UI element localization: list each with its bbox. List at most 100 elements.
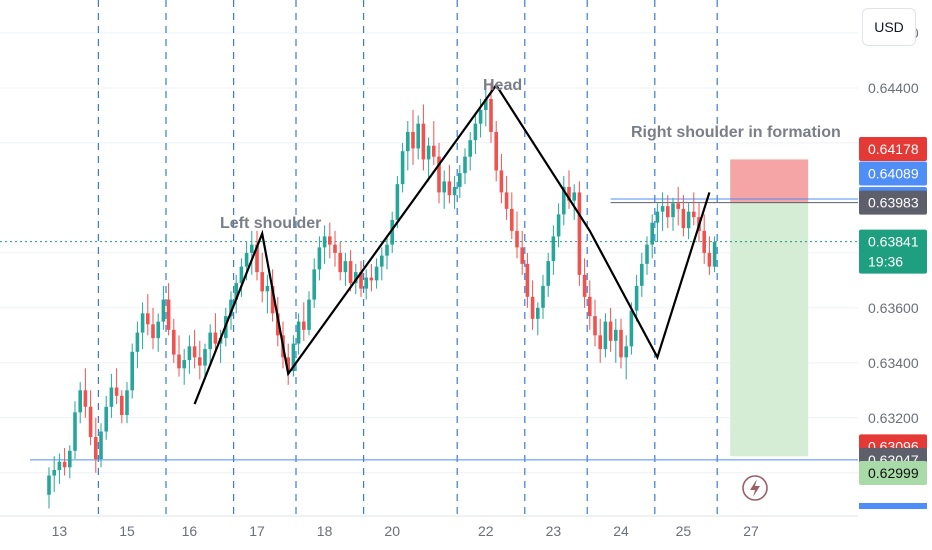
candle [712,241,717,267]
candle [603,321,608,350]
candle [692,211,696,218]
candle [634,285,639,311]
candle [47,475,51,495]
candle [666,206,670,218]
candle [234,283,238,300]
candle [146,313,150,325]
candle [276,313,280,336]
price-badge [859,136,927,161]
time-axis-tick: 25 [676,523,692,539]
candle [411,131,415,149]
candle [702,230,706,253]
candle [385,244,389,256]
candle [530,296,535,319]
candle [135,332,140,352]
candle [182,360,186,369]
price-badge-label: 0.63841 [868,234,919,250]
price-axis-tick: 0.63400 [868,355,919,371]
candle [421,123,426,160]
candle [338,252,342,273]
candle [187,346,192,361]
candle [655,211,660,223]
candle [380,255,384,267]
candle [660,206,665,212]
candle [624,346,628,358]
candle [426,145,431,160]
candle [229,299,233,317]
candle [296,321,301,344]
candle [515,230,519,248]
candle [593,316,597,336]
candle [608,321,613,341]
candle [203,349,207,366]
candle [629,310,634,347]
candle [650,222,654,245]
candle [354,272,358,284]
time-axis-tick: 13 [52,523,68,539]
candle [265,285,270,292]
time-axis-tick: 15 [119,523,135,539]
candle [68,450,72,468]
candle [494,131,498,171]
candle [166,299,171,330]
candle [120,395,124,416]
price-badge [859,461,927,486]
candle [348,261,353,284]
stop-loss-zone [730,159,809,203]
candle [177,354,181,369]
price-badge-label: 0.62999 [868,465,919,481]
candle [125,390,129,416]
lightning-icon-glyph [750,479,760,497]
candle [140,313,145,333]
candle [83,390,88,407]
candle [562,186,566,215]
candle [255,244,259,273]
left-shoulder-label: Left shoulder [220,215,321,232]
price-axis-tick: 0.64400 [868,80,919,96]
candle [114,387,119,396]
candle [359,272,363,289]
candle [62,461,67,468]
candle [525,263,530,297]
head-shoulders-pattern-line[interactable] [193,83,711,405]
price-badge-label: 0.64089 [868,165,919,181]
candle [588,296,592,317]
candle [463,156,467,174]
candle [510,208,514,231]
price-badge-label: 0.64178 [868,141,919,157]
candle [312,269,316,300]
right-shoulder-label: Right shoulder in formation [631,124,841,141]
price-badge [859,229,927,274]
time-axis-tick: 17 [249,523,265,539]
candle [88,406,93,438]
candle [130,351,134,391]
axis-strip [859,503,927,509]
time-axis-tick: 16 [182,523,198,539]
candle [686,211,691,229]
candle [239,266,244,284]
candle [556,214,561,237]
take-profit-zone [730,202,809,457]
candle [286,357,290,372]
candle [364,277,368,289]
price-axis-tick: 0.63200 [868,410,919,426]
candle [598,335,602,350]
candle [52,470,56,476]
candle [208,332,212,350]
time-axis-tick: 18 [317,523,333,539]
candle [307,299,311,330]
price-badge [859,161,927,186]
candle [406,131,410,152]
currency-button[interactable]: USD [862,8,916,46]
candle [567,186,571,201]
candle [536,307,540,319]
time-axis-tick: 20 [384,523,400,539]
candle [489,98,493,132]
candle [458,173,462,187]
candle [437,156,441,193]
candle [452,186,457,196]
candle [577,192,582,275]
candle [676,203,680,209]
candle [151,324,155,339]
